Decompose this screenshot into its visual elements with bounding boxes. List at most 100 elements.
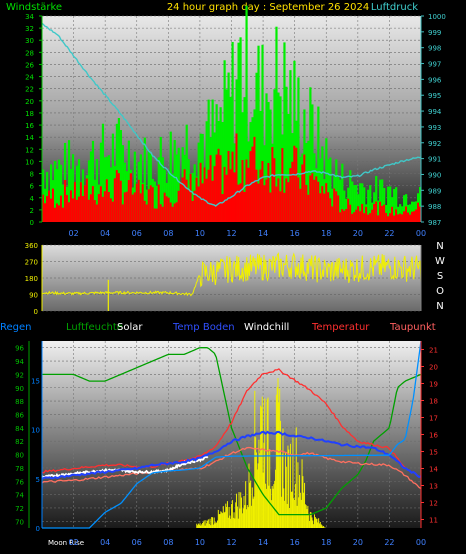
gust-bar <box>103 157 107 222</box>
wind-bar <box>49 198 53 222</box>
wind-bar <box>75 199 79 222</box>
wind-bar <box>55 203 59 222</box>
wind-bar <box>123 192 126 222</box>
wind-bar <box>273 158 276 222</box>
gust-bar <box>353 185 356 222</box>
wind-bar <box>363 213 366 222</box>
wind-bar <box>383 204 386 222</box>
gust-bar <box>289 70 292 222</box>
wind-bar <box>117 173 120 222</box>
gust-bar <box>319 158 322 222</box>
gust-bar <box>231 41 234 222</box>
wind-bar <box>275 186 278 222</box>
wind-bar <box>321 186 324 222</box>
pressure-tick-label: 993 <box>428 124 441 132</box>
wind-tick-label: 30 <box>25 37 34 45</box>
wind-bar <box>331 206 334 222</box>
wind-bar <box>343 210 346 222</box>
wind-bar <box>93 200 97 222</box>
wind-bar <box>69 190 73 222</box>
wind-bar <box>155 208 158 222</box>
wind-bar <box>303 154 306 222</box>
wind-bar <box>257 183 260 222</box>
direction-tick-label: 360 <box>25 242 38 250</box>
wind-bar <box>401 214 404 222</box>
climate-x-tick-label: 00 <box>416 538 426 547</box>
wind-bar <box>359 211 362 222</box>
wind-bar <box>125 191 128 222</box>
wind-x-tick-label: 04 <box>100 229 110 238</box>
gust-bar <box>89 151 93 222</box>
humidity-tick-label: 94 <box>15 358 24 366</box>
humidity-tick-label: 78 <box>15 465 24 473</box>
wind-bar <box>295 147 298 222</box>
gust-bar <box>121 145 124 222</box>
compass-label: N <box>436 301 443 312</box>
gust-bar <box>139 154 142 222</box>
wind-bar <box>173 203 176 222</box>
gust-bar <box>117 118 120 222</box>
wind-bar <box>181 177 184 222</box>
wind-bar <box>251 146 254 222</box>
wind-bar <box>373 203 376 222</box>
wind-bar <box>53 207 57 222</box>
wind-bar <box>259 169 262 222</box>
wind-bar <box>113 178 117 222</box>
wind-bar <box>287 182 290 222</box>
wind-bar <box>223 166 226 222</box>
wind-bar <box>103 191 107 222</box>
wind-bar <box>381 205 384 222</box>
gust-bar <box>381 179 384 222</box>
gust-bar <box>339 179 342 222</box>
wind-bar <box>333 188 336 222</box>
wind-bar <box>79 182 83 222</box>
wind-axis-title: Windstärke <box>6 2 62 13</box>
wind-bar <box>99 186 103 222</box>
wind-bar <box>329 198 332 222</box>
gust-bar <box>335 159 338 222</box>
wind-bar <box>371 209 374 222</box>
wind-bar <box>131 194 134 222</box>
wind-bar <box>65 194 69 222</box>
gust-bar <box>107 155 111 222</box>
wind-x-tick-label: 22 <box>384 229 394 238</box>
gust-bar <box>75 165 79 222</box>
wind-bar <box>315 176 318 222</box>
gust-bar <box>87 160 91 222</box>
humidity-tick-label: 80 <box>15 452 24 460</box>
gust-bar <box>173 140 176 222</box>
gust-bar <box>223 60 226 223</box>
wind-bar <box>389 213 392 222</box>
direction-trace <box>41 252 422 297</box>
wind-bar <box>73 182 77 222</box>
wind-bar <box>77 196 81 222</box>
legend-item: Temperatur <box>311 322 370 333</box>
wind-bar <box>213 166 216 222</box>
wind-bar <box>279 191 282 222</box>
wind-bar <box>199 162 202 222</box>
wind-bar <box>201 183 204 222</box>
temp-tick-label: 21 <box>429 347 438 355</box>
wind-bar <box>203 167 206 222</box>
wind-tick-label: 34 <box>25 13 34 21</box>
gust-bar <box>311 104 314 222</box>
wind-bar <box>109 198 113 222</box>
humidity-tick-label: 84 <box>15 425 24 433</box>
wind-tick-label: 10 <box>25 158 34 166</box>
pressure-tick-label: 997 <box>428 61 441 69</box>
wind-bar <box>81 196 85 222</box>
temp-tick-label: 20 <box>429 364 438 372</box>
gust-bar <box>109 167 113 222</box>
humidity-tick-label: 88 <box>15 398 24 406</box>
wind-bar <box>245 159 248 222</box>
gust-bar <box>169 131 172 222</box>
gust-bar <box>211 99 214 222</box>
pressure-tick-label: 999 <box>428 29 441 37</box>
humidity-tick-label: 76 <box>15 478 24 486</box>
humidity-tick-label: 74 <box>15 492 24 500</box>
legend-item: Taupunkt <box>389 322 436 333</box>
wind-bar <box>289 168 292 222</box>
wind-bar <box>165 196 168 222</box>
wind-x-tick-label: 20 <box>353 229 363 238</box>
wind-bar <box>61 207 65 222</box>
